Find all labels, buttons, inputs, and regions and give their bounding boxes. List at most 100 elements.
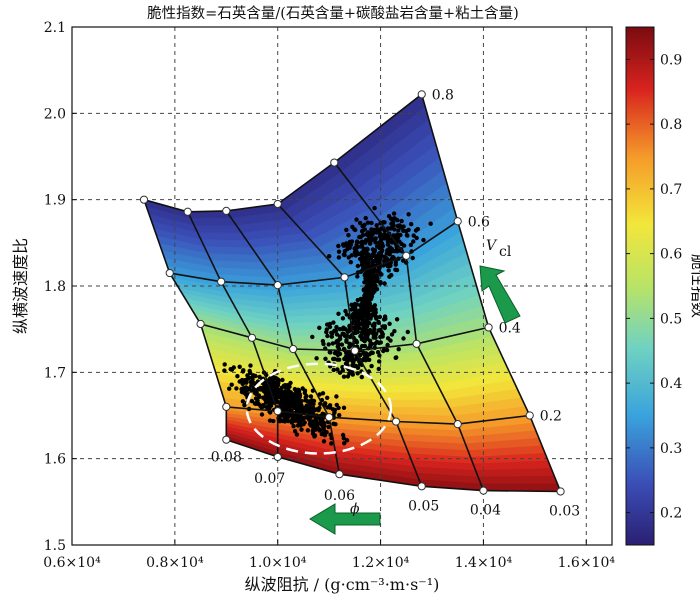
template-node (484, 323, 493, 332)
data-point (395, 218, 400, 223)
data-point (387, 274, 392, 279)
data-point (285, 418, 291, 424)
data-point (351, 312, 356, 317)
data-point (371, 335, 376, 340)
data-point (374, 223, 379, 228)
data-point (358, 297, 364, 302)
data-point (239, 386, 244, 392)
data-point (309, 420, 315, 425)
data-point (300, 386, 305, 391)
data-point (359, 374, 364, 380)
data-point (326, 342, 331, 347)
data-point (324, 430, 329, 435)
vcl-line-label: 0.8 (432, 87, 454, 103)
data-point (308, 410, 314, 415)
phi-arrow-label: ϕ (350, 501, 360, 517)
data-point (261, 388, 266, 394)
data-point (386, 214, 392, 219)
y-axis-label: 纵横波速度比 (11, 238, 30, 334)
data-point (389, 216, 395, 222)
data-point (393, 267, 398, 272)
data-point (228, 367, 233, 372)
data-point (373, 332, 378, 337)
data-point (316, 421, 321, 426)
data-point (310, 431, 316, 436)
data-point (274, 384, 280, 389)
template-node (273, 452, 282, 462)
data-point (369, 227, 374, 232)
chart-title: 脆性指数=石英含量/(石英含量+碳酸盐岩含量+粘土含量) (147, 4, 519, 22)
data-point (369, 220, 374, 226)
data-point (331, 367, 336, 373)
data-point (277, 391, 282, 396)
template-node (330, 158, 339, 167)
data-point (320, 391, 326, 396)
data-point (349, 253, 354, 258)
data-point (249, 388, 254, 393)
template-node (165, 268, 174, 278)
data-point (410, 255, 415, 261)
data-point (346, 255, 351, 260)
data-point (321, 439, 327, 444)
data-point (254, 391, 259, 397)
data-point (264, 395, 269, 400)
data-point (271, 418, 276, 424)
data-point (364, 255, 370, 260)
data-point (340, 316, 346, 321)
data-point (405, 233, 410, 238)
data-point (334, 394, 339, 399)
data-point (356, 251, 361, 257)
template-node (402, 251, 411, 260)
data-point (259, 405, 264, 410)
data-point (342, 441, 347, 446)
highlight-ellipse (245, 362, 393, 455)
vcl-line-label: 0.6 (468, 214, 490, 230)
data-point (365, 298, 370, 304)
data-point (249, 398, 255, 404)
data-point (340, 331, 345, 336)
data-point (369, 363, 374, 369)
data-point (355, 371, 360, 376)
data-point (310, 334, 315, 340)
data-point (345, 374, 351, 379)
data-point (376, 328, 381, 333)
data-point (340, 432, 346, 438)
data-point (335, 338, 340, 344)
color-band-cell (382, 399, 451, 409)
data-point (307, 399, 313, 404)
data-point (314, 356, 319, 361)
x-tick-label: 0.6×10⁴ (43, 555, 101, 571)
data-point (399, 218, 404, 224)
data-point (372, 341, 378, 346)
x-tick-label: 0.8×10⁴ (146, 555, 204, 571)
y-tick-label: 1.6 (44, 452, 66, 468)
x-tick-label: 1.6×10⁴ (558, 555, 616, 571)
data-point (411, 233, 416, 238)
data-point (368, 290, 373, 295)
data-point (263, 400, 269, 405)
data-point (329, 441, 334, 446)
data-point (344, 312, 349, 317)
data-point (394, 245, 399, 250)
data-point (341, 436, 346, 441)
data-point (305, 409, 310, 414)
data-point (364, 250, 369, 255)
data-point (365, 294, 370, 300)
data-point (235, 374, 240, 379)
data-point (362, 222, 367, 228)
data-point (351, 360, 356, 365)
data-point (313, 427, 318, 432)
data-point (346, 233, 351, 238)
data-point (367, 327, 373, 333)
data-point (391, 223, 396, 228)
data-point (363, 332, 368, 337)
data-point (334, 324, 339, 330)
data-point (378, 232, 383, 237)
data-point (222, 362, 227, 367)
data-point (414, 235, 419, 241)
data-point (292, 399, 297, 404)
data-point (278, 401, 283, 406)
data-point (295, 392, 300, 397)
data-point (332, 351, 338, 356)
data-point (361, 310, 366, 315)
